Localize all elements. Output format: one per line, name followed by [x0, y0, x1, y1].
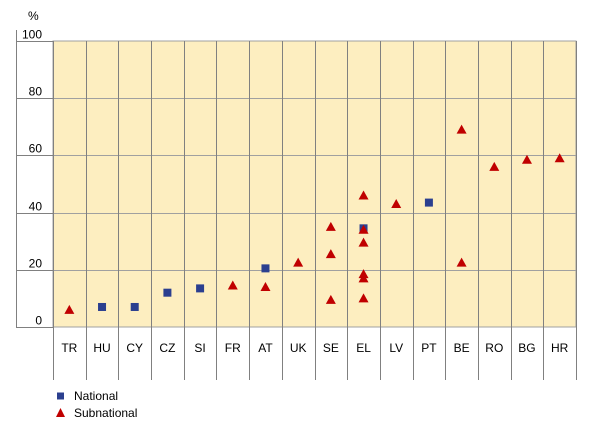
- legend-national-label: National: [74, 389, 118, 403]
- subnational-marker-be-14: [456, 124, 467, 134]
- y-axis-unit-label: %: [28, 9, 39, 23]
- x-tick-label-se: SE: [323, 341, 339, 355]
- x-tick-label-tr: TR: [61, 341, 77, 355]
- subnational-marker-el-7: [358, 190, 369, 200]
- plot-background: [52, 40, 577, 328]
- data-markers: [64, 124, 565, 314]
- national-marker-si-3: [196, 284, 205, 293]
- x-tick-label-bg: BG: [518, 341, 535, 355]
- legend-subnational-label: Subnational: [74, 406, 137, 420]
- y-tick-label-80: 80: [29, 85, 43, 99]
- subnational-marker-ro-16: [489, 161, 500, 171]
- subnational-marker-el-9: [358, 237, 369, 247]
- subnational-marker-at-2: [260, 281, 271, 291]
- national-marker-cy-1: [130, 302, 139, 311]
- x-tick-label-el: EL: [356, 341, 371, 355]
- y-tick-label-100: 100: [22, 28, 42, 42]
- x-tick-label-cz: CZ: [159, 341, 175, 355]
- x-tick-label-fr: FR: [225, 341, 241, 355]
- subnational-marker-be-15: [456, 257, 467, 267]
- x-tick-label-at: AT: [258, 341, 273, 355]
- subnational-marker-el-8: [358, 224, 369, 234]
- x-tick-label-hr: HR: [551, 341, 569, 355]
- y-tick-label-20: 20: [29, 257, 43, 271]
- x-tick-label-pt: PT: [421, 341, 437, 355]
- x-tick-label-uk: UK: [290, 341, 307, 355]
- subnational-marker-lv-13: [391, 199, 402, 209]
- x-tick-label-hu: HU: [93, 341, 110, 355]
- x-tick-label-ro: RO: [485, 341, 503, 355]
- gridlines: [53, 98, 576, 271]
- x-tick-label-cy: CY: [126, 341, 143, 355]
- legend: National Subnational: [56, 389, 137, 420]
- subnational-marker-fr-1: [227, 280, 238, 290]
- legend-national-swatch: [57, 392, 64, 400]
- subnational-marker-tr-0: [64, 304, 75, 314]
- national-marker-pt-6: [424, 198, 433, 207]
- x-tick-label-lv: LV: [389, 341, 403, 355]
- subnational-marker-se-5: [325, 249, 336, 259]
- y-tick-label-40: 40: [29, 200, 43, 214]
- subnational-marker-bg-17: [521, 154, 532, 164]
- x-tick-label-be: BE: [454, 341, 470, 355]
- subnational-marker-hr-18: [554, 153, 565, 163]
- legend-subnational-swatch: [56, 408, 65, 417]
- subnational-marker-se-6: [325, 294, 336, 304]
- x-tick-label-si: SI: [194, 341, 205, 355]
- y-tick-label-0: 0: [35, 314, 42, 328]
- national-marker-at-4: [261, 264, 270, 273]
- subnational-marker-uk-3: [293, 257, 304, 267]
- subnational-marker-el-12: [358, 293, 369, 303]
- national-marker-hu-0: [98, 302, 107, 311]
- y-axis: 0 20 40 60 80 100: [16, 28, 53, 328]
- national-marker-cz-2: [163, 288, 172, 297]
- subnational-marker-se-4: [325, 221, 336, 231]
- subnational-marker-el-11: [358, 273, 369, 283]
- x-axis: TR HU CY CZ SI FR AT UK SE EL LV PT BE RO BG HR: [53, 41, 577, 380]
- y-tick-label-60: 60: [29, 142, 43, 156]
